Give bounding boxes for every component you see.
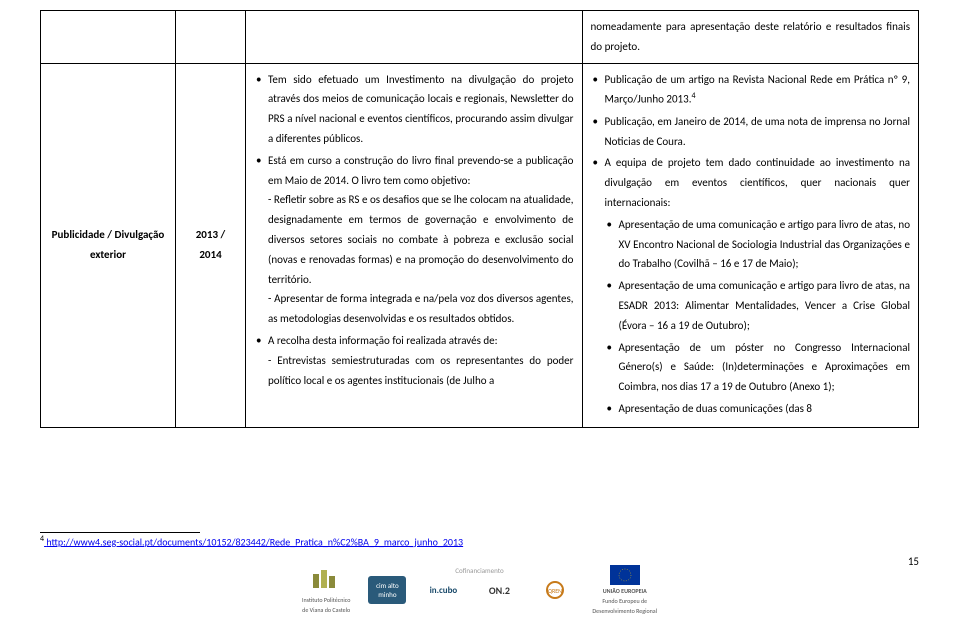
cell-empty-1	[41, 11, 176, 64]
logo-ipvc: Instituto Politécnico de Viana do Castel…	[302, 566, 350, 614]
footer-logos: Instituto Politécnico de Viana do Castel…	[0, 565, 959, 615]
right-bullet1-text: Publicação de um artigo na Revista Nacio…	[605, 73, 911, 106]
cell-empty-3	[246, 11, 583, 64]
ipvc-text1: Instituto Politécnico	[302, 596, 350, 604]
qren-icon: QREN	[536, 576, 574, 604]
left-bullet-1: Tem sido efetuado um Investimento na div…	[254, 70, 574, 149]
cell-left-content: Tem sido efetuado um Investimento na div…	[246, 63, 583, 427]
logo-incubo: in.cubo	[424, 576, 462, 604]
eu-text3: Desenvolvimento Regional	[592, 607, 657, 615]
right-bullet1-sup: 4	[691, 91, 695, 101]
right-sub-2: Apresentação de uma comunicação e artigo…	[605, 276, 911, 335]
right-sub-1: Apresentação de uma comunicação e artigo…	[605, 215, 911, 274]
category-line1: Publicidade / Divulgação	[49, 225, 167, 245]
category-line2: exterior	[49, 245, 167, 265]
right-bullet-1: Publicação de um artigo na Revista Nacio…	[591, 70, 911, 110]
left-bullet1-text: Tem sido efetuado um Investimento na div…	[268, 73, 574, 145]
left-bullet3-p1: - Entrevistas semiestruturadas com os re…	[268, 351, 574, 391]
cell-empty-2	[176, 11, 246, 64]
ipvc-text2: de Viana do Castelo	[302, 606, 350, 614]
right-sub-list: Apresentação de uma comunicação e artigo…	[605, 215, 911, 419]
cell-category: Publicidade / Divulgação exterior	[41, 63, 176, 427]
eu-text2: Fundo Europeu de	[602, 597, 647, 605]
content-table: nomeadamente para apresentação deste rel…	[40, 10, 919, 428]
logo-cim: cim alto minho	[368, 576, 406, 604]
logo-on2: ON.2	[480, 576, 518, 604]
footnote: 4 http://www4.seg-social.pt/documents/10…	[40, 534, 463, 548]
right-sub-3: Apresentação de um póster no Congresso I…	[605, 338, 911, 397]
right-sub-4: Apresentação de duas comunicações (das 8	[605, 399, 911, 419]
left-bullet-list: Tem sido efetuado um Investimento na div…	[254, 70, 574, 391]
right-bullet-2: Publicação, em Janeiro de 2014, de uma n…	[591, 112, 911, 152]
on2-icon: ON.2	[480, 576, 518, 604]
left-bullet-3: A recolha desta informação foi realizada…	[254, 331, 574, 390]
incubo-icon: in.cubo	[424, 576, 462, 604]
right-bullet2-text: Publicação, em Janeiro de 2014, de uma n…	[605, 115, 911, 148]
eu-flag-icon	[610, 565, 640, 585]
row1-right-text: nomeadamente para apresentação deste rel…	[591, 20, 911, 53]
cell-right-content: Publicação de um artigo na Revista Nacio…	[582, 63, 919, 427]
eu-text1: UNIÃO EUROPEIA	[603, 587, 647, 595]
footnote-link[interactable]: http://www4.seg-social.pt/documents/1015…	[46, 535, 463, 548]
left-bullet2-intro: Está em curso a construção do livro fina…	[268, 154, 574, 187]
footnote-sup: 4	[40, 534, 44, 544]
ipvc-icon	[307, 566, 345, 594]
left-bullet2-p1: - Refletir sobre as RS e os desafios que…	[268, 190, 574, 289]
cell-period: 2013 / 2014	[176, 63, 246, 427]
left-bullet3-intro: A recolha desta informação foi realizada…	[268, 334, 498, 347]
cim-icon: cim alto minho	[368, 576, 406, 604]
left-bullet2-p2: - Apresentar de forma integrada e na/pel…	[268, 289, 574, 329]
logo-eu: UNIÃO EUROPEIA Fundo Europeu de Desenvol…	[592, 565, 657, 615]
right-bullet3-text: A equipa de projeto tem dado continuidad…	[605, 156, 911, 209]
svg-text:QREN: QREN	[548, 587, 562, 595]
right-bullet-list: Publicação de um artigo na Revista Nacio…	[591, 70, 911, 419]
period-text: 2013 / 2014	[196, 228, 226, 261]
right-bullet-3: A equipa de projeto tem dado continuidad…	[591, 153, 911, 418]
left-bullet-2: Está em curso a construção do livro fina…	[254, 151, 574, 329]
cell-row1-right: nomeadamente para apresentação deste rel…	[582, 11, 919, 64]
logo-qren: QREN	[536, 576, 574, 604]
